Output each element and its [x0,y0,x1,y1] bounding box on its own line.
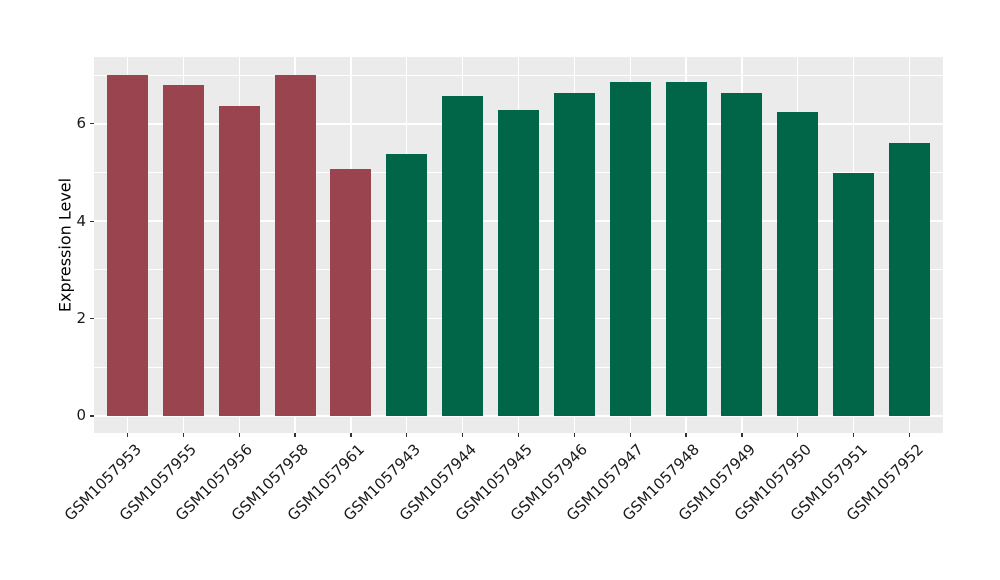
bar-GSM1057958 [274,74,316,416]
x-tick-mark [126,433,129,437]
bar-GSM1057955 [162,85,204,416]
x-tick-mark [908,433,911,437]
bar-GSM1057947 [609,81,651,416]
bar-GSM1057950 [777,111,819,416]
bar-GSM1057943 [386,154,428,416]
x-tick-mark [238,433,240,437]
x-tick-mark [517,433,520,437]
y-tick-mark [90,123,94,125]
bar-GSM1057946 [553,93,595,416]
x-tick-mark [853,433,855,437]
y-tick-mark [90,415,94,417]
y-tick-label: 2 [76,309,86,328]
x-tick-mark [294,433,296,437]
bar-GSM1057961 [330,168,372,416]
y-tick-mark [90,220,94,222]
y-tick-mark [90,317,94,320]
bar-GSM1057949 [721,92,763,416]
bar-GSM1057948 [665,82,707,416]
bar-GSM1057944 [442,96,484,416]
x-tick-mark [182,433,184,437]
y-tick-label: 0 [76,406,86,425]
x-tick-mark [573,433,575,437]
x-tick-mark [629,433,631,437]
bar-GSM1057953 [107,75,148,416]
y-axis-title: Expression Level [55,177,75,313]
x-tick-mark [406,433,408,437]
x-tick-mark [797,433,799,437]
bar-GSM1057956 [218,105,260,416]
bar-GSM1057945 [498,110,539,416]
y-tick-label: 4 [76,211,86,230]
x-tick-mark [350,433,352,437]
bar-GSM1057952 [888,143,930,416]
bar-GSM1057951 [833,172,875,416]
x-tick-mark [685,433,687,437]
x-tick-mark [741,433,743,437]
plot-panel [94,57,943,433]
x-tick-mark [462,433,464,437]
y-tick-label: 6 [76,114,86,133]
